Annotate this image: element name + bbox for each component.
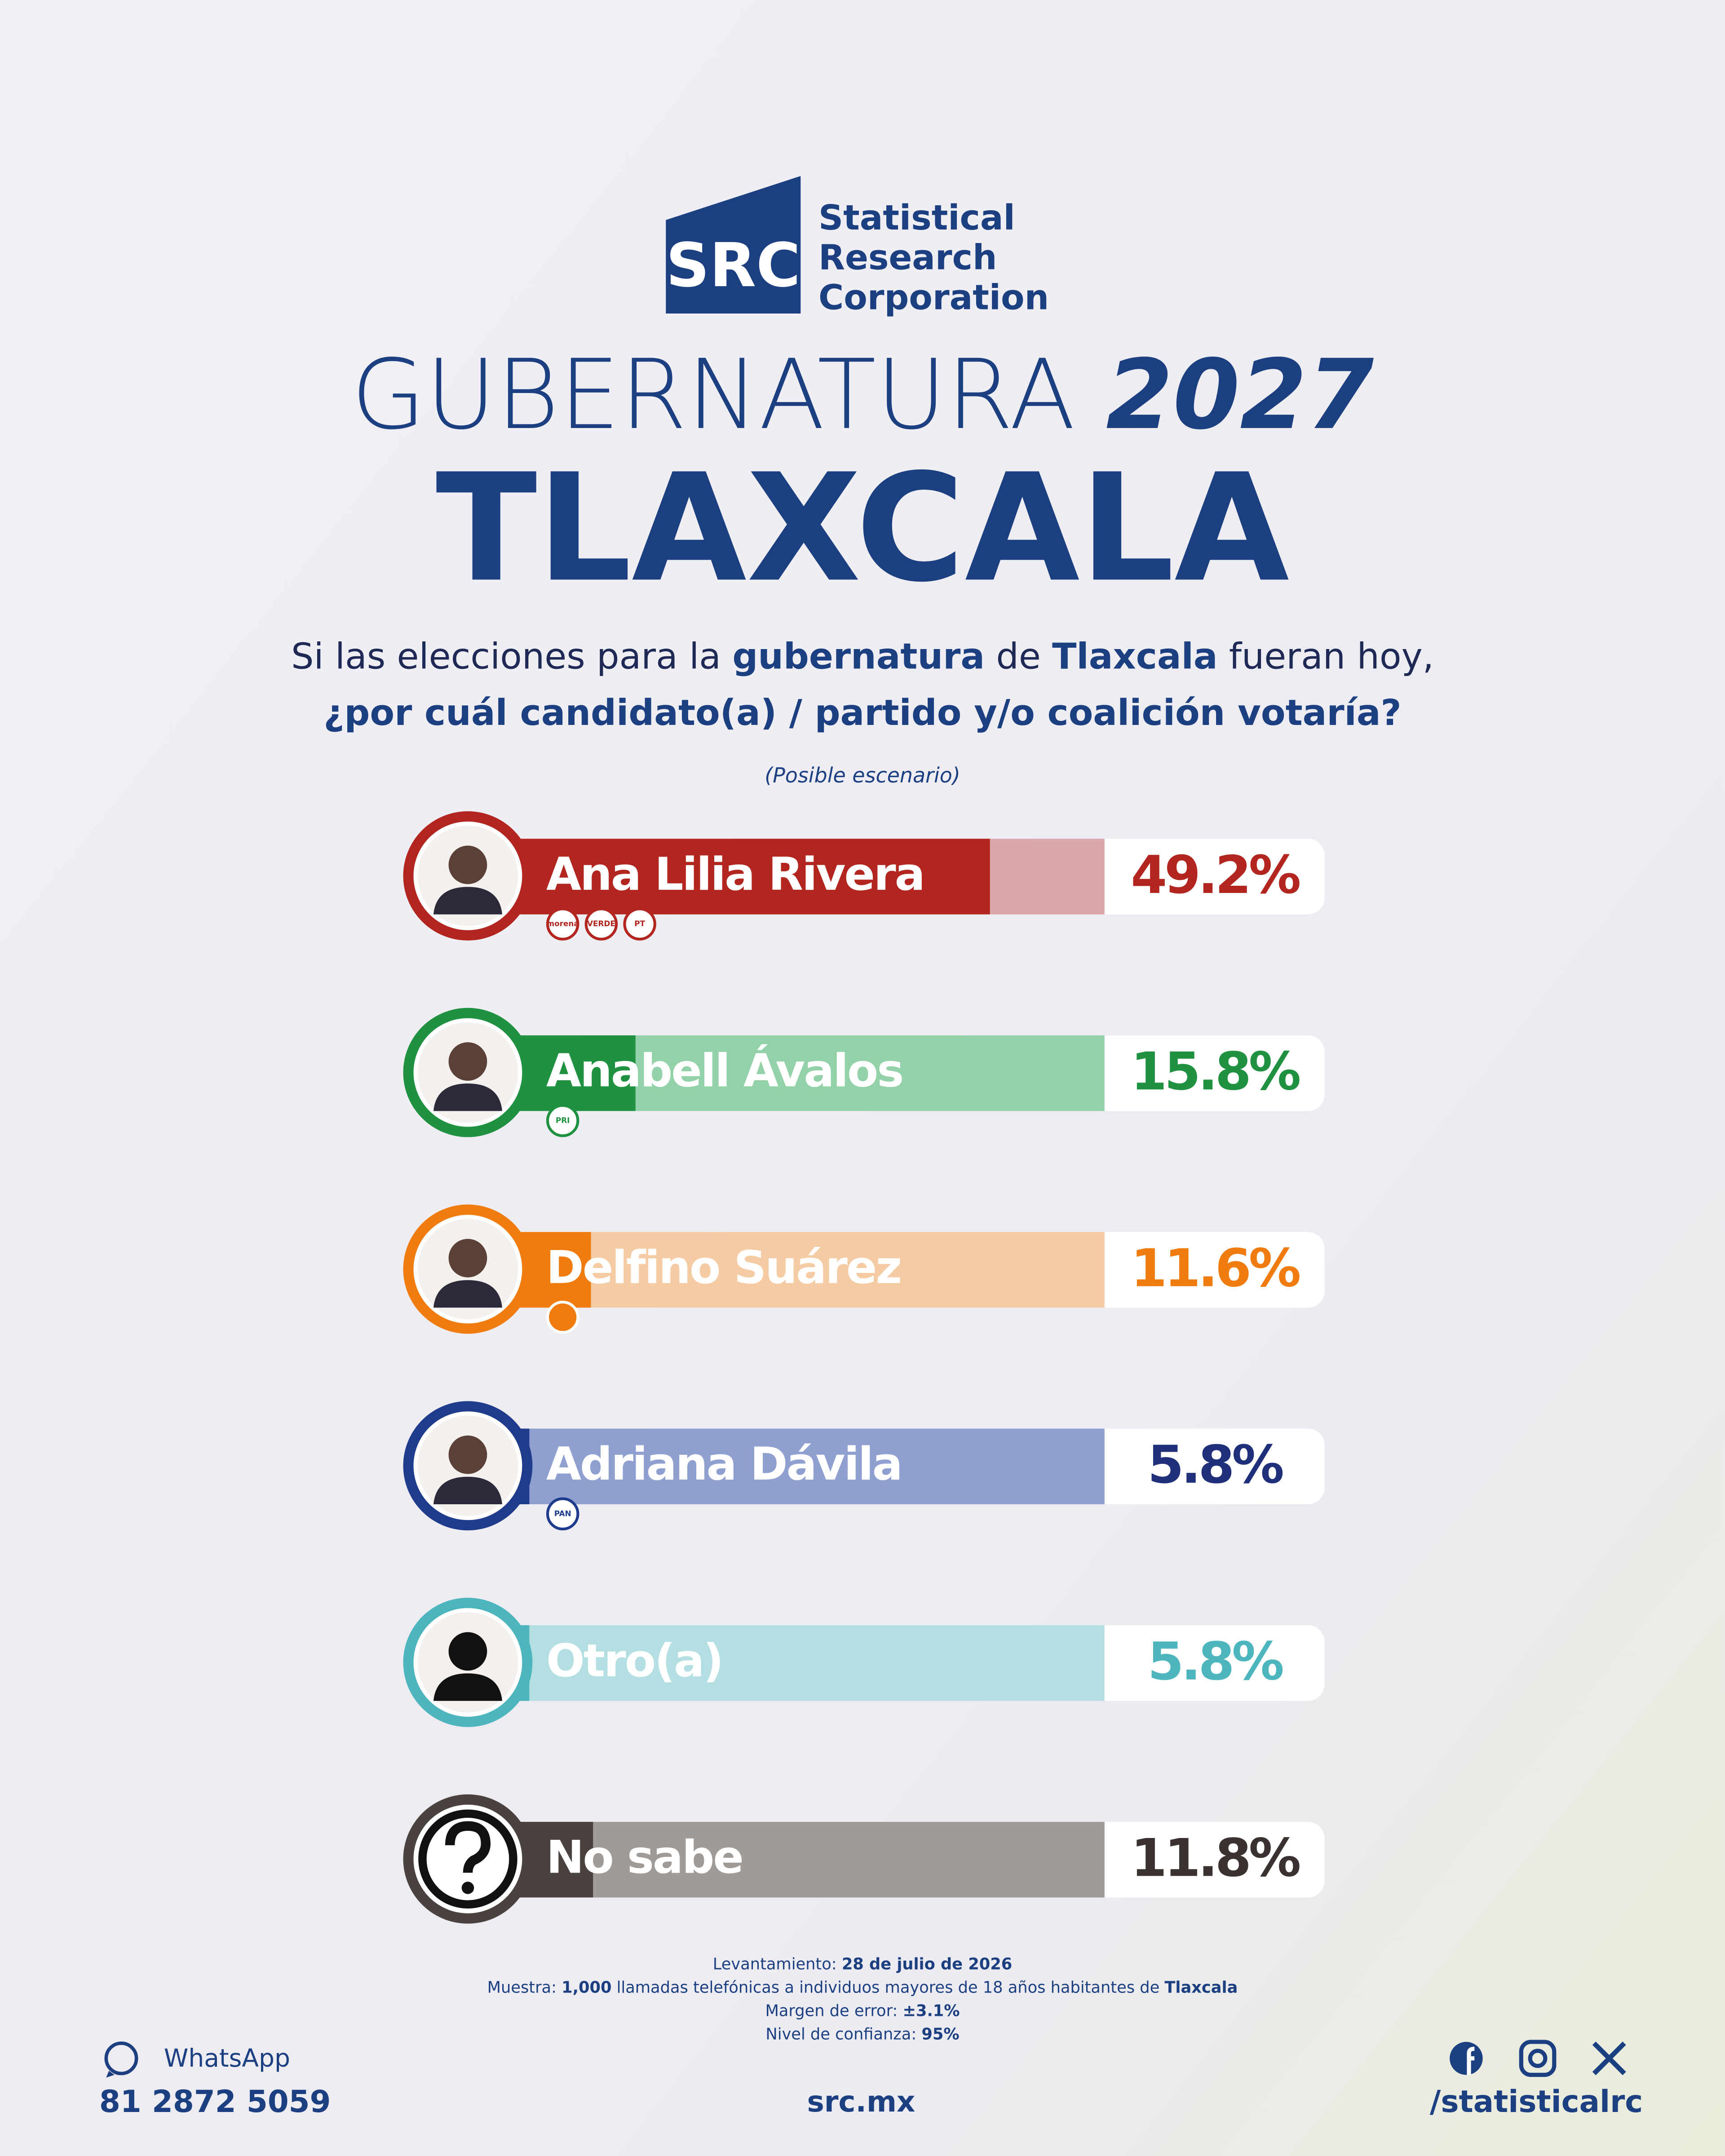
bar-row: Anabell Ávalos 15.8% PRI <box>403 1007 1325 1137</box>
bar-label: No sabe <box>546 1831 743 1884</box>
text-segment: llamadas telefónicas a individuos mayore… <box>611 1979 1164 1997</box>
party-label: VERDE <box>587 919 615 928</box>
text-line: Muestra: 1,000 llamadas telefónicas a in… <box>487 1979 1238 1997</box>
text-line: Nivel de confianza: 95% <box>765 2025 959 2044</box>
logo-text: Statistical <box>818 198 1015 238</box>
text-segment: ¿por cuál candidato(a) / partido y/o coa… <box>323 692 1401 733</box>
social-handle[interactable]: /statisticalrc <box>1430 2084 1643 2119</box>
facebook-icon[interactable] <box>1450 2041 1483 2075</box>
instagram-icon[interactable] <box>1519 2040 1557 2077</box>
text-segment: ±3.1% <box>902 2002 960 2020</box>
party-badge <box>546 1104 579 1137</box>
bar-row: Ana Lilia Rivera 49.2% morena VERDE PT <box>403 811 1325 941</box>
text-segment: 28 de julio de 2026 <box>842 1955 1012 1973</box>
avatar-head <box>448 1435 487 1474</box>
party-badge <box>584 907 618 941</box>
value-box <box>1091 839 1325 915</box>
bar-label: Ana Lilia Rivera <box>546 848 924 901</box>
text-segment: de <box>985 635 1052 677</box>
party-label: morena <box>547 919 579 928</box>
logo-mark-shape <box>666 176 801 314</box>
text-segment: Si las elecciones para la <box>291 635 732 677</box>
text-segment: 95% <box>921 2025 959 2044</box>
party-badge <box>546 907 579 941</box>
text-segment: Tlaxcala <box>1052 635 1217 677</box>
website[interactable]: src.mx <box>807 2085 916 2119</box>
avatar-body <box>433 1280 502 1308</box>
value-label: 15.8% <box>1131 1042 1299 1102</box>
text-segment: 1,000 <box>562 1979 611 1997</box>
party-badge <box>546 1497 579 1531</box>
x-icon[interactable] <box>1592 2041 1626 2076</box>
bar-track <box>468 1428 1105 1504</box>
party-label: PAN <box>554 1509 571 1518</box>
text-line: Margen de error: ±3.1% <box>765 2002 960 2020</box>
party-badge <box>623 907 656 941</box>
avatar-body <box>433 1673 502 1701</box>
party-label: PRI <box>556 1116 570 1125</box>
state-title: TLAXCALA <box>436 442 1291 614</box>
logo-text: Corporation <box>818 278 1049 318</box>
whatsapp-label: WhatsApp <box>164 2044 290 2072</box>
text-line: Levantamiento: 28 de julio de 2026 <box>713 1955 1012 1973</box>
bar-label: Otro(a) <box>546 1634 722 1687</box>
question-icon <box>418 1809 518 1909</box>
avatar-head <box>448 1042 487 1081</box>
value-label: 49.2% <box>1131 845 1299 906</box>
value-box <box>1091 1822 1325 1898</box>
title: GUBERNATURA 2027 <box>351 338 1374 451</box>
question: Si las elecciones para la gubernatura de… <box>291 635 1434 733</box>
text-line: ¿por cuál candidato(a) / partido y/o coa… <box>323 692 1401 733</box>
value-box <box>1091 1232 1325 1308</box>
bar-row: Otro(a) 5.8% <box>403 1598 1325 1727</box>
question-icon <box>445 1821 491 1873</box>
party-label: PT <box>634 919 645 928</box>
phone[interactable]: 81 2872 5059 <box>99 2084 331 2119</box>
chart: Ana Lilia Rivera 49.2% morena VERDE PT Anabel… <box>403 811 1325 1924</box>
value-label: 5.8% <box>1148 1435 1283 1495</box>
text-segment: gubernatura <box>732 635 985 677</box>
bar-row: Adriana Dávila 5.8% PAN <box>403 1401 1325 1531</box>
value-label: 11.6% <box>1131 1238 1299 1299</box>
title-light: GUBERNATURA <box>351 338 1075 451</box>
avatar-head <box>448 1632 487 1671</box>
bar-label: Anabell Ávalos <box>546 1044 902 1097</box>
title-year: 2027 <box>1106 338 1374 451</box>
avatar-head <box>448 845 487 884</box>
value-label: 11.8% <box>1131 1828 1299 1889</box>
question-icon <box>461 1882 474 1894</box>
whatsapp-icon <box>104 2041 138 2078</box>
text-segment: Margen de error: <box>765 2002 902 2020</box>
text-line: Si las elecciones para la gubernatura de… <box>291 635 1434 677</box>
value-box <box>1091 1625 1325 1701</box>
bar <box>468 839 990 915</box>
value-box <box>1091 1035 1325 1111</box>
bar-track <box>468 1625 1105 1701</box>
party-badge <box>546 1300 579 1334</box>
avatar-head <box>448 1239 487 1277</box>
text-segment: Muestra: <box>487 1979 562 1997</box>
bar-label: Delfino Suárez <box>546 1241 901 1294</box>
value-label: 5.8% <box>1148 1631 1283 1692</box>
bar-label: Adriana Dávila <box>546 1437 902 1490</box>
text-segment: Levantamiento: <box>713 1955 842 1973</box>
avatar-body <box>433 1476 502 1504</box>
bar-row: Delfino Suárez 11.6% <box>403 1204 1325 1334</box>
note: (Posible escenario) <box>765 763 960 787</box>
value-box <box>1091 1428 1325 1504</box>
text-segment: Nivel de confianza: <box>765 2025 921 2044</box>
logo-mark: SRC <box>666 230 801 300</box>
bar-row: No sabe 11.8% <box>403 1794 1325 1924</box>
logo-text: Research <box>818 238 997 278</box>
avatar-body <box>433 887 502 915</box>
methodology: Levantamiento: 28 de julio de 2026 Muestr… <box>487 1955 1238 2043</box>
text-segment: Tlaxcala <box>1164 1979 1238 1997</box>
avatar-body <box>433 1083 502 1111</box>
text-segment: fueran hoy, <box>1218 635 1434 677</box>
